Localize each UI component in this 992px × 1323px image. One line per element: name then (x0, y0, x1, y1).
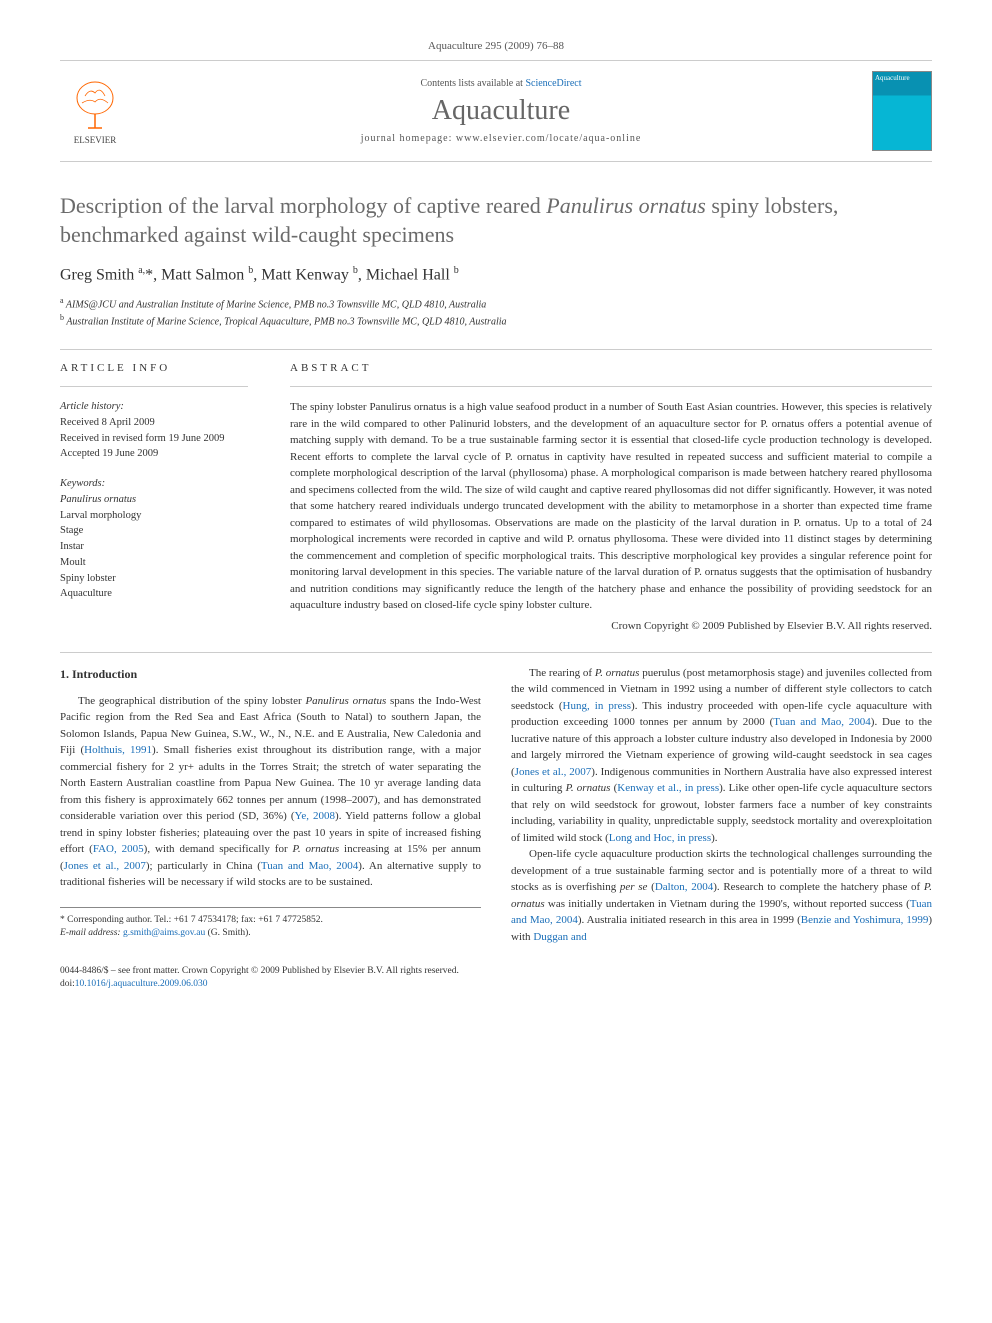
cite-dalton-2004[interactable]: Dalton, 2004 (655, 881, 713, 893)
keyword-0: Panulirus ornatus (60, 492, 248, 508)
article-title: Description of the larval morphology of … (60, 192, 932, 249)
divider-mid (60, 652, 932, 653)
affiliation-a: a AIMS@JCU and Australian Institute of M… (60, 295, 932, 312)
body-column-right: The rearing of P. ornatus puerulus (post… (511, 665, 932, 946)
doi-prefix: doi: (60, 979, 75, 989)
article-info-label: ARTICLE INFO (60, 362, 248, 374)
abstract-divider (290, 386, 932, 387)
abstract-label: ABSTRACT (290, 362, 932, 374)
abstract-column: ABSTRACT The spiny lobster Panulirus orn… (290, 362, 932, 632)
author-list: Greg Smith a,*, Matt Salmon b, Matt Kenw… (60, 265, 932, 284)
page-footer: 0044-8486/$ – see front matter. Crown Co… (60, 965, 932, 992)
cite-jones-2007a[interactable]: Jones et al., 2007 (64, 860, 146, 872)
keyword-1: Larval morphology (60, 508, 248, 524)
header-center: Contents lists available at ScienceDirec… (130, 78, 872, 144)
cite-jones-2007b[interactable]: Jones et al., 2007 (515, 766, 592, 778)
article-history-block: Article history: Received 8 April 2009 R… (60, 399, 248, 462)
homepage-url: www.elsevier.com/locate/aqua-online (456, 133, 641, 144)
email-label: E-mail address: (60, 928, 121, 938)
publisher-header: ELSEVIER Contents lists available at Sci… (60, 60, 932, 162)
contents-available-line: Contents lists available at ScienceDirec… (130, 78, 872, 89)
homepage-prefix: journal homepage: (361, 133, 456, 144)
intro-para-1: The geographical distribution of the spi… (60, 693, 481, 891)
cite-hung-inpress[interactable]: Hung, in press (563, 700, 632, 712)
history-accepted: Accepted 19 June 2009 (60, 446, 248, 462)
corresponding-author-footnote: * Corresponding author. Tel.: +61 7 4753… (60, 907, 481, 941)
journal-homepage-line: journal homepage: www.elsevier.com/locat… (130, 133, 872, 144)
cite-kenway-inpress[interactable]: Kenway et al., in press (617, 782, 719, 794)
cite-ye-2008[interactable]: Ye, 2008 (295, 810, 336, 822)
cite-long-hoc-inpress[interactable]: Long and Hoc, in press (609, 832, 711, 844)
keyword-5: Spiny lobster (60, 571, 248, 587)
footnote-corresponding: * Corresponding author. Tel.: +61 7 4753… (60, 914, 481, 927)
keywords-block: Keywords: Panulirus ornatus Larval morph… (60, 476, 248, 602)
keyword-2: Stage (60, 523, 248, 539)
intro-heading: 1. Introduction (60, 665, 481, 683)
affiliation-b: b Australian Institute of Marine Science… (60, 312, 932, 329)
footer-line1: 0044-8486/$ – see front matter. Crown Co… (60, 965, 932, 978)
sciencedirect-link[interactable]: ScienceDirect (525, 78, 581, 89)
keyword-6: Aquaculture (60, 586, 248, 602)
history-revised: Received in revised form 19 June 2009 (60, 431, 248, 447)
doi-link[interactable]: 10.1016/j.aquaculture.2009.06.030 (75, 979, 208, 989)
keywords-heading: Keywords: (60, 476, 248, 492)
journal-cover-thumbnail: Aquaculture (872, 71, 932, 151)
intro-para-3: Open-life cycle aquaculture production s… (511, 846, 932, 945)
footer-doi-line: doi:10.1016/j.aquaculture.2009.06.030 (60, 978, 932, 991)
info-abstract-row: ARTICLE INFO Article history: Received 8… (60, 362, 932, 632)
divider-top (60, 349, 932, 350)
body-two-column: 1. Introduction The geographical distrib… (60, 665, 932, 946)
journal-title: Aquaculture (130, 95, 872, 127)
cite-benzie-yoshimura-1999[interactable]: Benzie and Yoshimura, 1999 (801, 914, 929, 926)
elsevier-logo: ELSEVIER (60, 71, 130, 151)
cover-label: Aquaculture (873, 72, 931, 84)
article-info-sidebar: ARTICLE INFO Article history: Received 8… (60, 362, 260, 632)
corresponding-email-link[interactable]: g.smith@aims.gov.au (123, 928, 205, 938)
elsevier-label: ELSEVIER (74, 135, 117, 145)
email-suffix: (G. Smith). (208, 928, 251, 938)
affiliations: a AIMS@JCU and Australian Institute of M… (60, 295, 932, 330)
cite-tuan-mao-2004b[interactable]: Tuan and Mao, 2004 (773, 716, 871, 728)
journal-reference: Aquaculture 295 (2009) 76–88 (60, 40, 932, 52)
cite-holthuis-1991[interactable]: Holthuis, 1991 (84, 744, 152, 756)
keyword-3: Instar (60, 539, 248, 555)
page-root: Aquaculture 295 (2009) 76–88 ELSEVIER Co… (0, 0, 992, 1032)
abstract-text: The spiny lobster Panulirus ornatus is a… (290, 399, 932, 614)
contents-prefix: Contents lists available at (420, 78, 525, 89)
info-divider-1 (60, 386, 248, 387)
intro-para-2: The rearing of P. ornatus puerulus (post… (511, 665, 932, 847)
footnote-email-line: E-mail address: g.smith@aims.gov.au (G. … (60, 927, 481, 940)
abstract-copyright: Crown Copyright © 2009 Published by Else… (290, 620, 932, 632)
elsevier-tree-icon (70, 78, 120, 133)
body-column-left: 1. Introduction The geographical distrib… (60, 665, 481, 946)
history-heading: Article history: (60, 399, 248, 415)
cite-duggan[interactable]: Duggan and (533, 931, 586, 943)
title-species-italic: Panulirus ornatus (546, 193, 706, 218)
cite-tuan-mao-2004a[interactable]: Tuan and Mao, 2004 (261, 860, 358, 872)
keyword-4: Moult (60, 555, 248, 571)
cite-fao-2005[interactable]: FAO, 2005 (93, 843, 144, 855)
history-received: Received 8 April 2009 (60, 415, 248, 431)
title-part-a: Description of the larval morphology of … (60, 193, 546, 218)
